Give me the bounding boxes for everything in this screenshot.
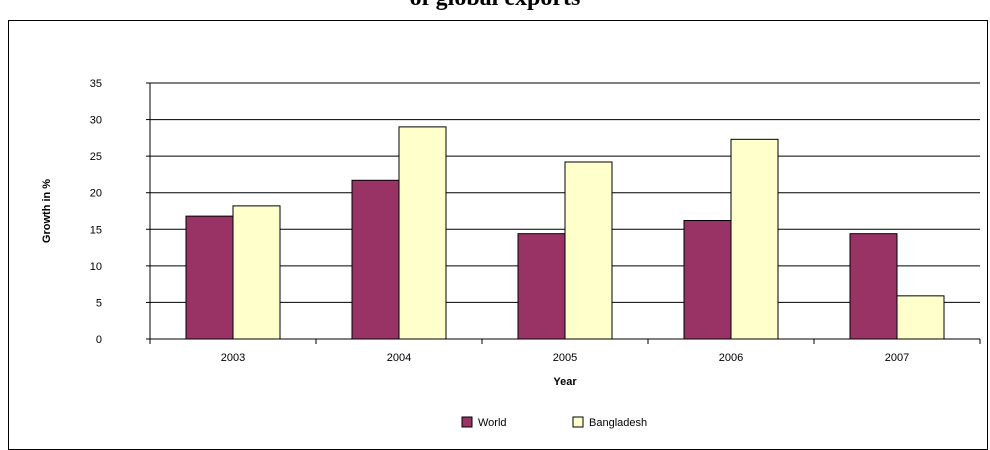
legend-label-bangladesh: Bangladesh [589, 417, 647, 429]
bar-bangladesh-2004 [398, 126, 447, 340]
y-tick-label: 15 [90, 224, 102, 236]
x-tick-label: 2005 [553, 352, 577, 364]
x-tick-label: 2006 [719, 352, 743, 364]
legend-label-world: World [478, 417, 507, 429]
bar-chart: 0 5 10 15 20 25 30 35 2003 2004 2005 2006 2007 Year Gr… [41, 78, 981, 429]
x-tick-label: 2004 [387, 352, 411, 364]
bar-bangladesh-2006 [730, 138, 779, 340]
x-tick-label: 2003 [221, 352, 245, 364]
bar-world-2005 [517, 233, 566, 340]
chart-title: of global exports [0, 0, 990, 12]
y-tick-label: 20 [90, 188, 102, 200]
y-tick-label: 25 [90, 151, 102, 163]
y-tick-label: 30 [90, 115, 102, 127]
x-tick-label: 2007 [885, 352, 909, 364]
bar-world-2007 [849, 233, 898, 340]
chart-frame [8, 20, 988, 450]
y-tick-label: 0 [96, 334, 102, 346]
bar-world-2004 [351, 179, 400, 340]
y-axis-title: Growth in % [41, 179, 53, 243]
legend-swatch-world [461, 416, 473, 428]
y-tick-label: 5 [96, 297, 102, 309]
legend-swatch-bangladesh [572, 416, 584, 428]
y-tick-label: 35 [90, 78, 102, 90]
bar-bangladesh-2003 [232, 205, 281, 340]
y-tick-label: 10 [90, 261, 102, 273]
x-axis-title: Year [553, 376, 577, 388]
bar-world-2003 [185, 215, 234, 340]
bar-world-2006 [683, 220, 732, 340]
bar-bangladesh-2005 [564, 161, 613, 340]
bar-bangladesh-2007 [896, 295, 945, 340]
